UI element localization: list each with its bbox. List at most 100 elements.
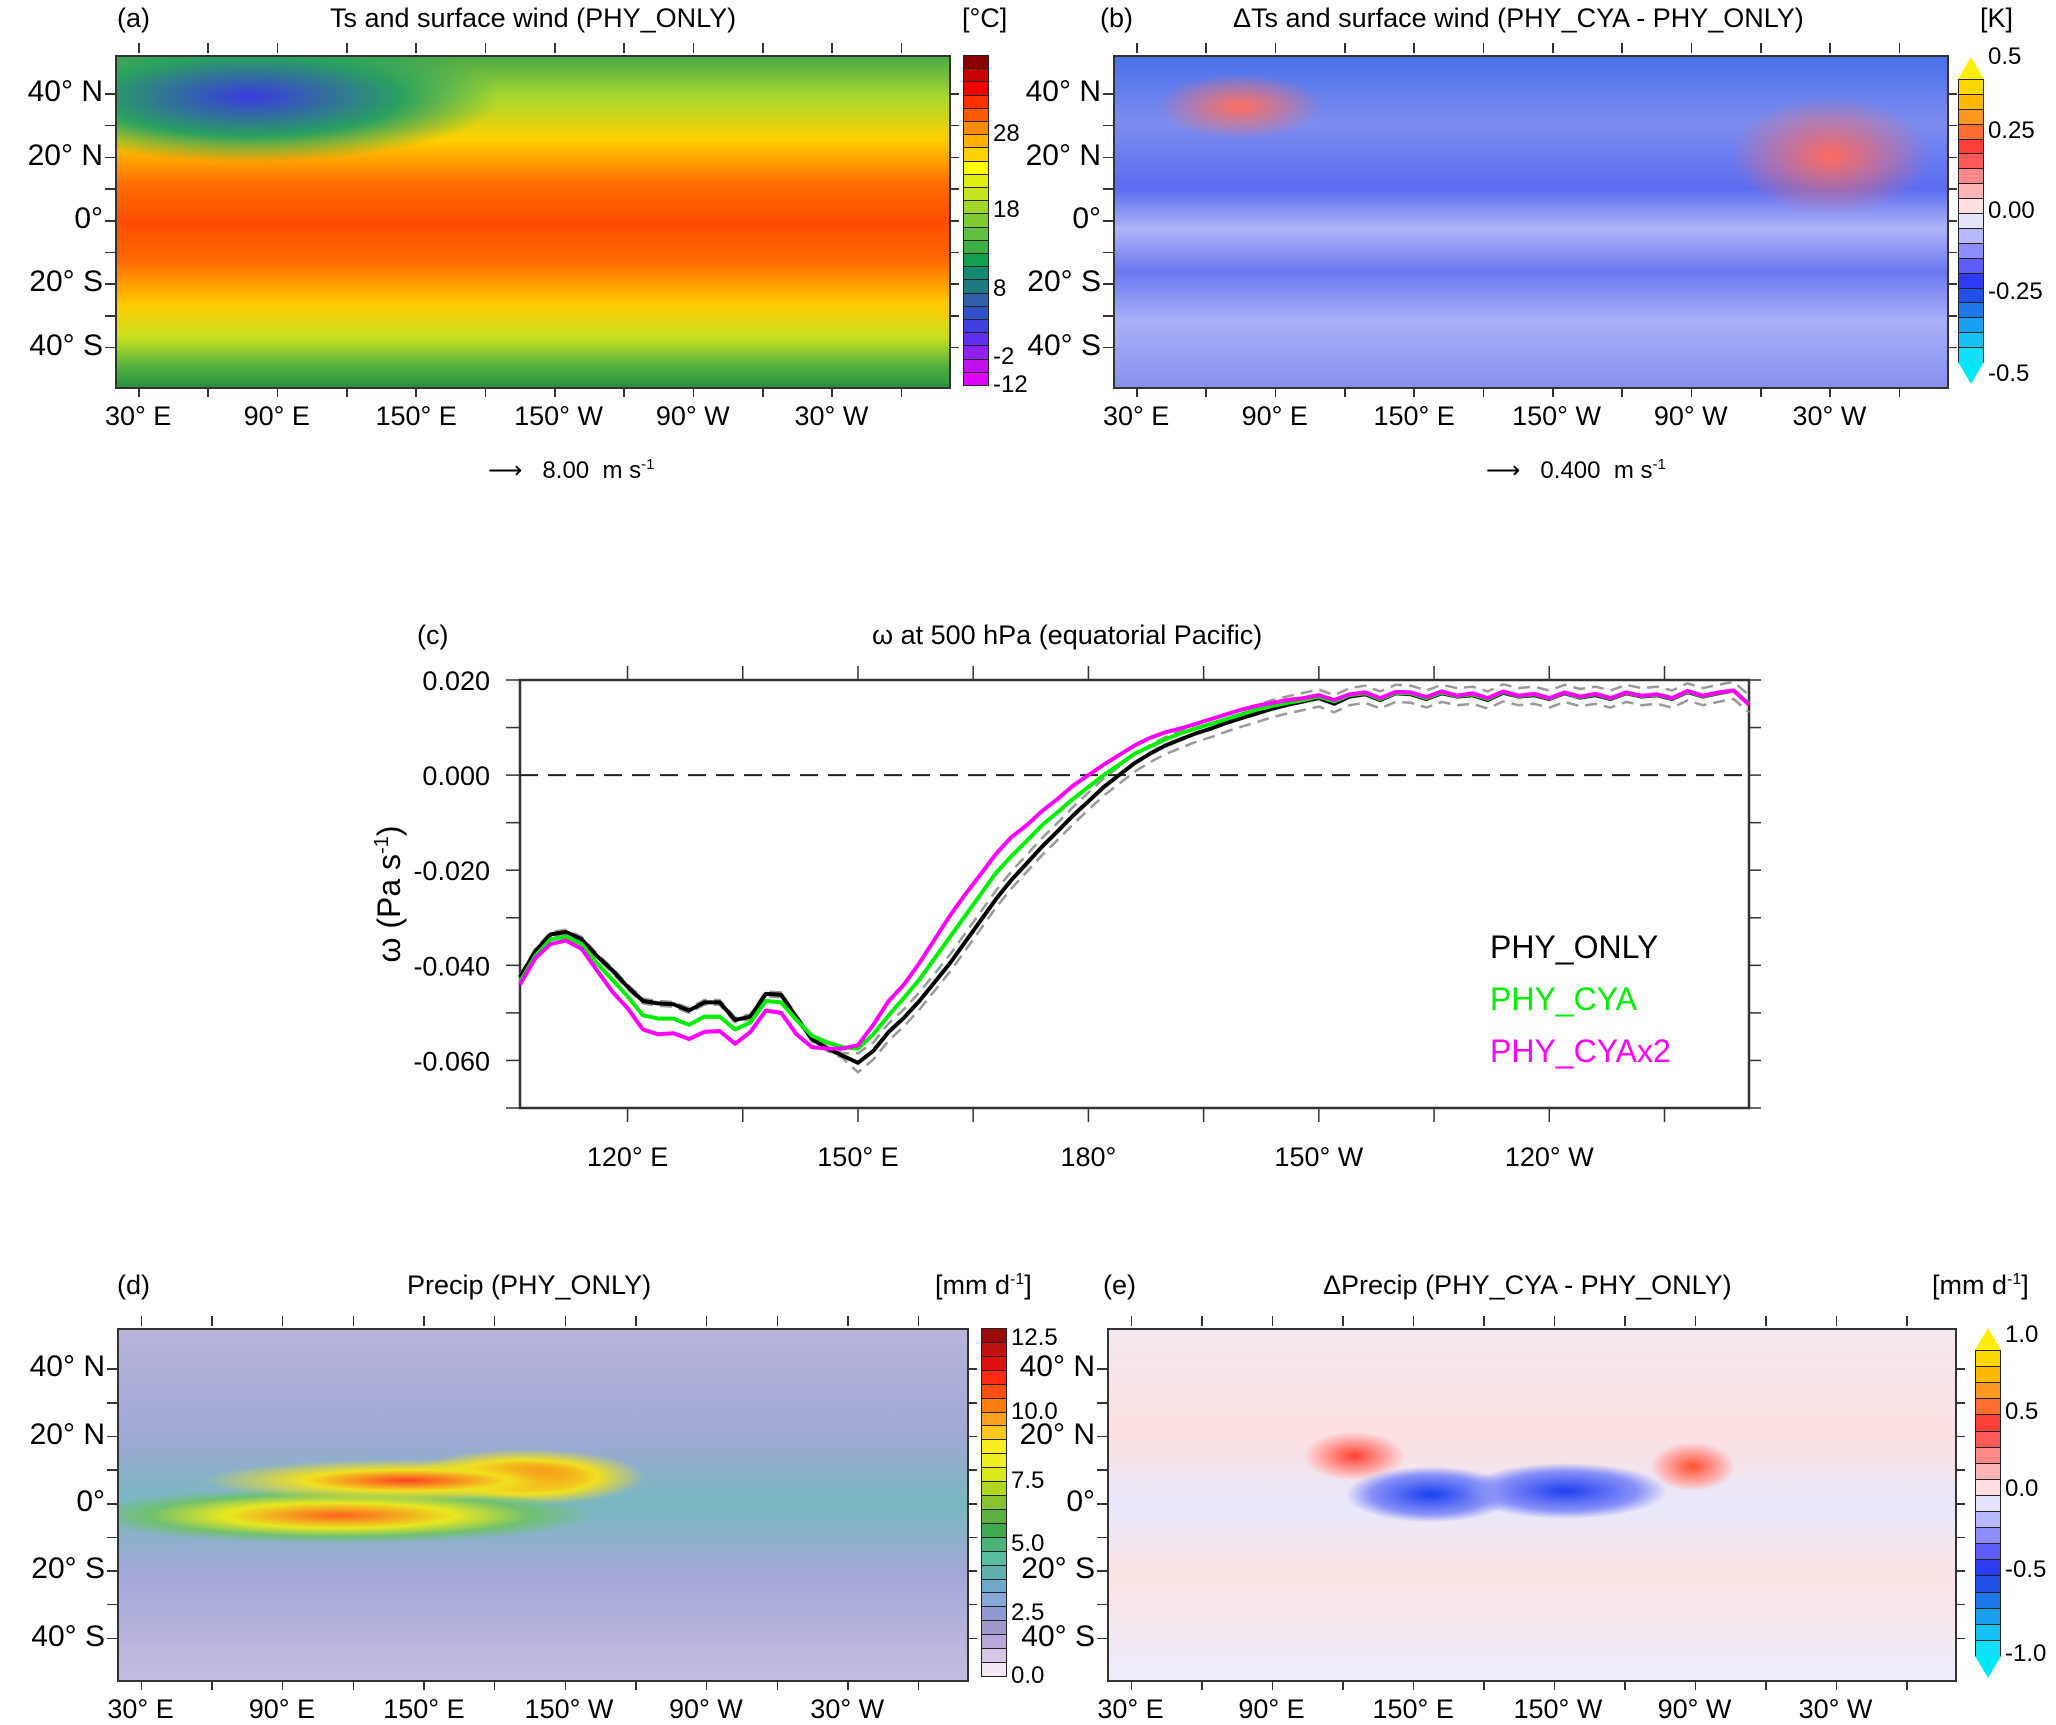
colorbar-segment <box>1975 1543 2001 1561</box>
lat-tick <box>1103 220 1113 222</box>
lon-tick-label: 90° E <box>1241 401 1308 431</box>
lon-tick <box>917 1680 920 1690</box>
lon-tick-label: 90° W <box>655 401 730 431</box>
lat-tick <box>1947 188 1957 190</box>
colorbar-segment <box>1975 1366 2001 1384</box>
legend-entry: PHY_CYA <box>1490 981 1638 1017</box>
lat-tick <box>1097 1402 1107 1404</box>
lat-tick <box>967 1603 977 1606</box>
lon-tick <box>692 387 695 397</box>
lat-tick-label: 20° N <box>1019 1417 1095 1451</box>
lat-tick <box>107 1503 117 1505</box>
lon-tick <box>705 1680 708 1690</box>
lon-tick <box>1482 387 1485 397</box>
lat-tick <box>105 220 115 222</box>
lon-tick-label: 30° E <box>1097 1694 1164 1724</box>
lat-tick <box>967 1469 977 1471</box>
lon-tick <box>564 1316 567 1326</box>
lat-tick <box>1955 1603 1965 1606</box>
lon-tick <box>1271 1680 1273 1690</box>
colorbar-segment <box>981 1536 1007 1552</box>
colorbar-segment <box>1975 1446 2001 1464</box>
colorbar-segment <box>981 1467 1007 1483</box>
lat-tick <box>1955 1570 1965 1572</box>
lon-tick <box>1413 43 1415 53</box>
colorbar-label: -0.25 <box>1988 278 2043 306</box>
lon-tick <box>1130 1680 1132 1690</box>
colorbar-label: 7.5 <box>1011 1467 1045 1495</box>
lat-tick <box>107 1402 117 1404</box>
panel-a-reference-vector: ⟶ 8.00 m s-1 <box>488 456 655 485</box>
lon-tick <box>352 1680 355 1690</box>
lon-tick <box>415 387 417 397</box>
colorbar-segment <box>1975 1494 2001 1513</box>
lon-tick <box>1906 1316 1908 1326</box>
lon-tick <box>1835 1680 1837 1690</box>
lon-tick <box>692 43 695 53</box>
lon-tick <box>1483 1316 1485 1326</box>
x-tick-label: 150° E <box>817 1142 898 1172</box>
lat-tick-label: 20° N <box>27 138 103 172</box>
lon-tick <box>1765 1316 1767 1326</box>
lon-tick <box>554 43 556 53</box>
lon-tick-label: 150° W <box>514 401 603 431</box>
panel-e-units: [mm d-1] <box>1932 1270 2029 1301</box>
units-exp: -1 <box>2007 1271 2022 1288</box>
colorbar-top-triangle <box>1958 57 1984 79</box>
lat-tick <box>105 315 115 317</box>
colorbar-segment <box>981 1328 1007 1343</box>
lon-tick <box>705 1316 708 1326</box>
colorbar-label: 18 <box>993 196 1020 224</box>
lat-tick <box>107 1536 117 1539</box>
lon-tick <box>1201 1316 1203 1326</box>
lat-tick <box>949 93 959 95</box>
y-label-exponent: -1 <box>371 836 393 854</box>
lon-tick <box>1553 1316 1555 1326</box>
lat-tick <box>967 1637 977 1640</box>
panel-c-title: ω at 500 hPa (equatorial Pacific) <box>872 620 1263 650</box>
units-close: ] <box>2021 1270 2029 1300</box>
lon-tick <box>211 1680 213 1690</box>
lat-tick <box>967 1435 977 1438</box>
colorbar-segment <box>1975 1382 2001 1400</box>
panel-a-units: [°C] <box>962 3 1008 33</box>
colorbar-segment <box>1975 1591 2001 1609</box>
lat-tick <box>1103 346 1113 349</box>
lon-tick <box>1694 1680 1696 1690</box>
legend-entry: PHY_CYAx2 <box>1490 1033 1671 1069</box>
colorbar-label: 8 <box>993 275 1007 303</box>
lat-tick-label: 40° S <box>1027 328 1101 362</box>
lat-tick <box>107 1603 117 1606</box>
lat-tick <box>949 346 959 349</box>
panel-c-letter: (c) <box>417 620 449 650</box>
lat-tick-label: 40° N <box>1025 75 1101 109</box>
lat-tick-label: 40° N <box>29 1350 105 1384</box>
lat-tick <box>949 156 959 159</box>
lon-tick-label: 90° W <box>1657 1694 1732 1724</box>
panel-b-title: ΔTs and surface wind (PHY_CYA - PHY_ONLY… <box>1233 3 1804 33</box>
lon-tick <box>1201 1680 1203 1690</box>
lon-tick <box>623 387 625 397</box>
colorbar-segment <box>963 371 989 386</box>
lat-tick <box>107 1570 117 1572</box>
lon-tick <box>847 1680 849 1690</box>
colorbar-segment <box>1975 1478 2001 1496</box>
y-tick-label: -0.040 <box>413 951 490 981</box>
lon-tick <box>1765 1680 1767 1690</box>
colorbar-bottom-triangle <box>1958 362 1984 384</box>
lat-tick-label: 0° <box>1066 1485 1095 1518</box>
colorbar-label: 0.00 <box>1988 196 2035 224</box>
lat-tick-label: 20° S <box>29 265 103 299</box>
lon-tick <box>847 1316 849 1326</box>
lat-tick <box>1947 283 1957 285</box>
colorbar-label: -12 <box>993 371 1028 398</box>
colorbar-label: 0.5 <box>1988 43 2022 70</box>
lon-tick <box>1624 1316 1626 1326</box>
colorbar-label: 2.5 <box>1011 1599 1045 1627</box>
lon-tick-label: 30° W <box>1792 401 1867 431</box>
lon-tick <box>917 1316 920 1326</box>
lon-tick <box>1906 1680 1908 1690</box>
lat-tick <box>1097 1603 1107 1606</box>
colorbar-segment <box>981 1397 1007 1413</box>
arrow-right-icon: ⟶ <box>1486 457 1521 484</box>
